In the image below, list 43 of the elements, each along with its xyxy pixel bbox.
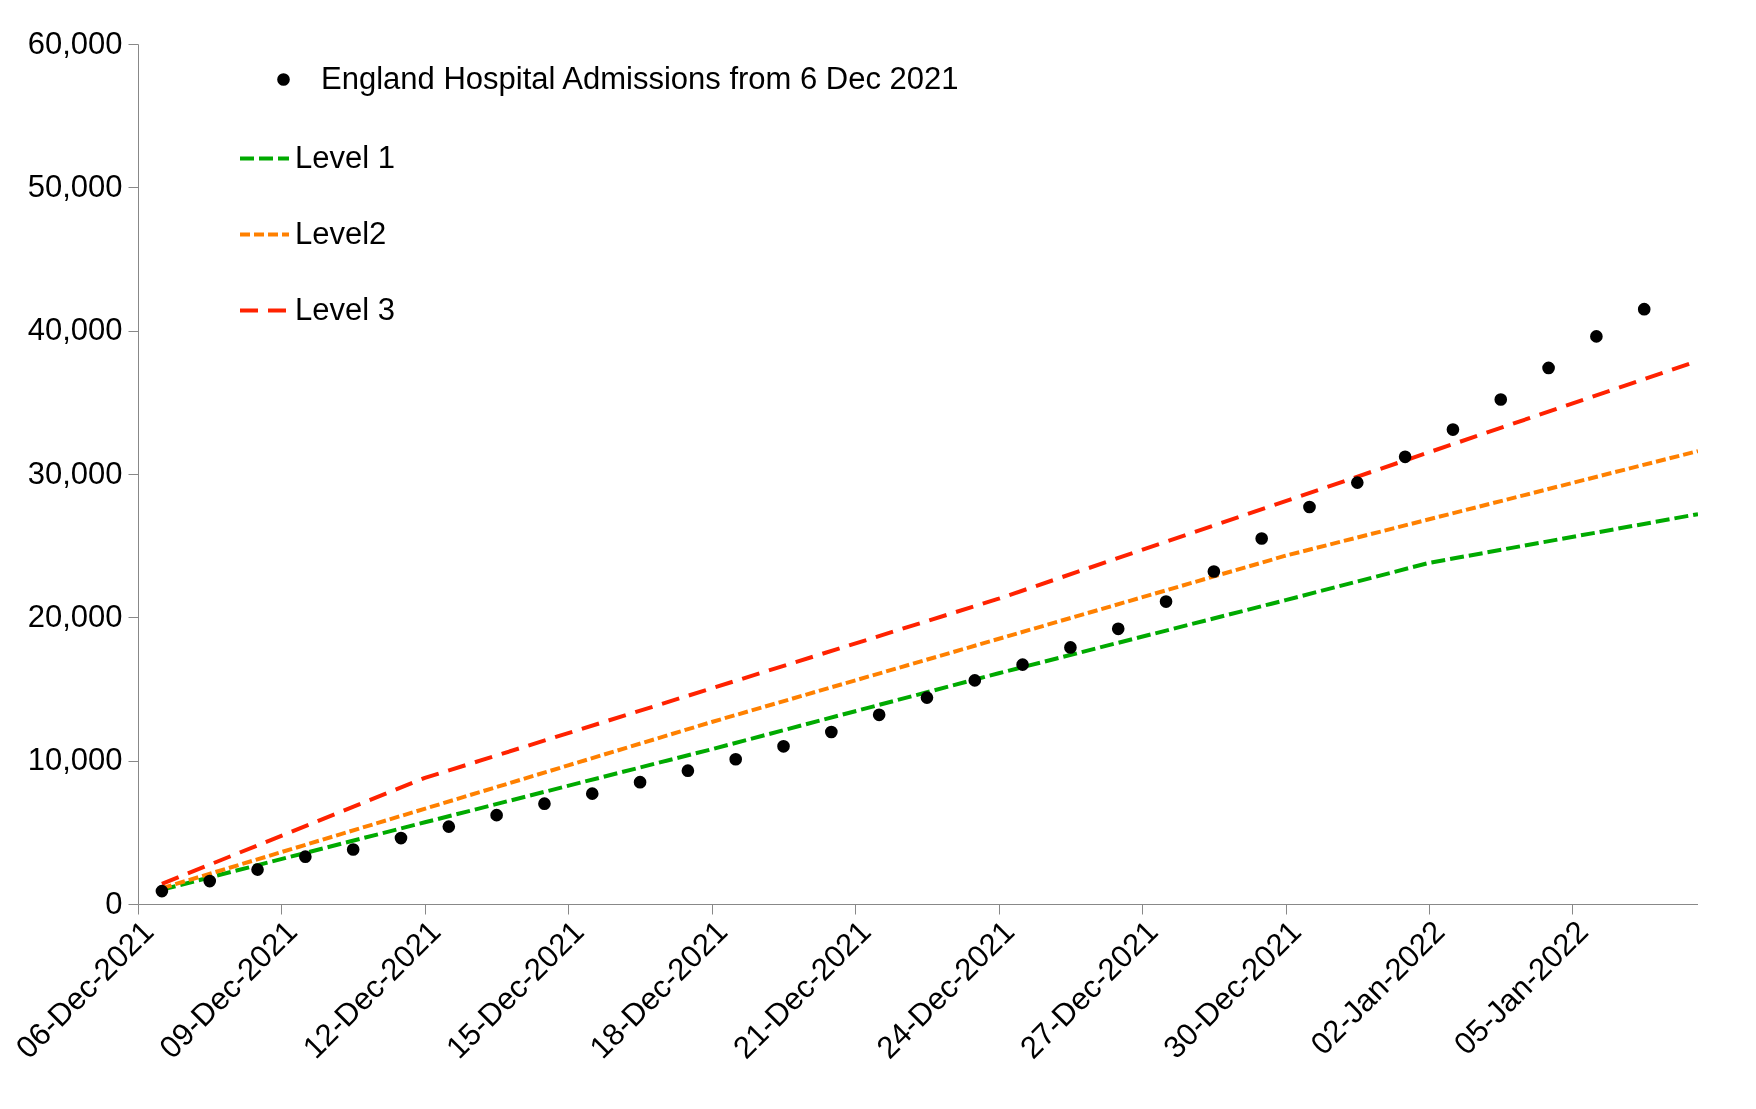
legend-label: England Hospital Admissions from 6 Dec 2021: [321, 60, 959, 96]
point: [1207, 565, 1221, 578]
point: [394, 831, 408, 845]
legend-label: Level2: [295, 215, 387, 251]
point: [1446, 423, 1460, 436]
point: [777, 740, 790, 753]
y-tick-label: 30,000: [27, 455, 123, 491]
point: [346, 843, 360, 856]
y-tick-label: 10,000: [27, 742, 123, 778]
point: [1303, 500, 1316, 514]
point: [299, 850, 312, 864]
point: [633, 775, 647, 789]
point: [203, 874, 217, 888]
point: [442, 820, 456, 833]
y-tick-label: 40,000: [27, 312, 123, 348]
point: [251, 863, 264, 876]
point: [1637, 302, 1651, 316]
legend-label: Level 1: [295, 139, 395, 175]
point: [1398, 450, 1412, 464]
point: [155, 884, 169, 898]
y-tick-label: 60,000: [27, 25, 123, 61]
point: [968, 674, 982, 687]
y-tick-label: 0: [105, 885, 123, 921]
point: [1159, 595, 1173, 608]
point: [825, 725, 838, 739]
y-tick-label: 20,000: [27, 598, 123, 634]
point: [585, 787, 599, 800]
point: [1590, 330, 1603, 343]
legend-label: Level 3: [295, 291, 395, 327]
point: [1111, 622, 1125, 636]
point: [1542, 361, 1555, 375]
point: [1016, 658, 1029, 671]
point: [920, 691, 934, 704]
point: [1064, 641, 1077, 654]
point: [729, 752, 743, 766]
point: [681, 764, 695, 778]
point: [1255, 532, 1268, 545]
point: [538, 797, 551, 810]
point: [1350, 476, 1364, 489]
y-tick-label: 50,000: [27, 168, 123, 204]
point: [872, 708, 886, 722]
point: [490, 808, 503, 822]
point: [1494, 393, 1508, 406]
